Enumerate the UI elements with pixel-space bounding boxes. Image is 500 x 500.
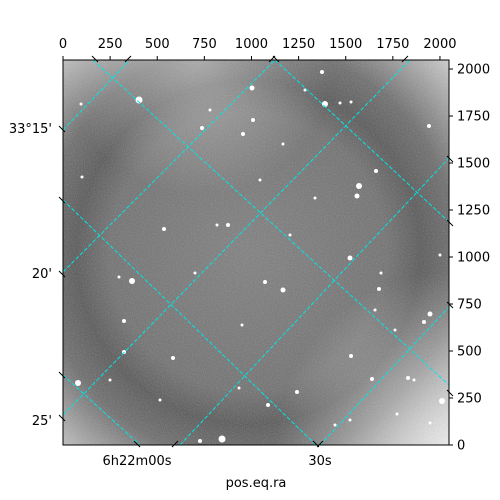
top-tick-label-8: 2000	[423, 37, 456, 52]
star-26	[193, 271, 197, 275]
star-6	[281, 142, 285, 146]
star-55	[393, 328, 397, 332]
right-tick-label-5: 1250	[457, 204, 490, 219]
star-21	[226, 223, 230, 227]
top-tick-label-3: 750	[192, 37, 217, 52]
grid-line-2	[63, 60, 411, 416]
star-47	[313, 196, 317, 200]
top-tick-label-2: 500	[145, 37, 170, 52]
right-tick-label-2: 500	[457, 345, 482, 360]
star-10	[320, 70, 324, 74]
star-18	[377, 287, 381, 291]
star-33	[295, 390, 299, 394]
star-24	[129, 278, 135, 284]
top-tick-label-0: 0	[59, 37, 67, 52]
dec-tick-label-3: 25'	[32, 414, 52, 429]
star-15	[422, 320, 426, 324]
grid-line-7	[63, 199, 317, 445]
coordinate-grid	[63, 60, 449, 445]
star-9	[374, 169, 378, 173]
star-44	[237, 386, 241, 390]
ra-tick-label-2: 30s	[308, 454, 332, 469]
right-tick-label-6: 1500	[457, 157, 490, 172]
right-tick-label-8: 2000	[457, 63, 490, 78]
star-48	[258, 178, 262, 182]
star-20	[263, 280, 267, 284]
grid-line-5	[92, 60, 449, 386]
star-8	[354, 193, 360, 199]
star-51	[348, 418, 352, 422]
star-22	[215, 223, 219, 227]
star-53	[158, 398, 162, 402]
star-32	[349, 354, 353, 358]
grid-line-8	[63, 374, 141, 445]
dec-tick-label-1: 33°15'	[9, 122, 52, 137]
star-57	[373, 308, 377, 312]
top-tick-label-4: 1000	[235, 37, 268, 52]
star-12	[349, 100, 353, 104]
star-50	[208, 108, 212, 112]
star-14	[427, 311, 433, 317]
grid-line-4	[319, 306, 449, 445]
star-11	[338, 101, 342, 105]
right-tick-label-1: 250	[457, 392, 482, 407]
star-38	[439, 398, 445, 404]
star-19	[280, 287, 286, 293]
top-tick-label-1: 250	[98, 37, 123, 52]
star-42	[79, 102, 83, 106]
right-tick-label-4: 1000	[457, 251, 490, 266]
x-axis-label: pos.eq.ra	[226, 476, 287, 491]
star-40	[218, 435, 226, 443]
star-43	[80, 175, 84, 179]
world-tick-marks	[58, 55, 454, 448]
top-tick-label-6: 1500	[329, 37, 362, 52]
star-1	[249, 85, 255, 91]
star-45	[333, 423, 337, 427]
top-pixel-axis: 0 250 500 750 1000 1250 1500 1750 2000	[59, 37, 457, 60]
dec-tick-label-2: 20'	[32, 267, 52, 282]
grid-line-3	[179, 157, 449, 445]
plot-frame	[62, 59, 450, 446]
right-tick-label-0: 0	[457, 439, 465, 454]
star-52	[108, 378, 112, 382]
star-17	[379, 271, 383, 275]
top-tick-label-7: 1750	[376, 37, 409, 52]
star-36	[406, 376, 410, 380]
star-29	[171, 356, 175, 360]
star-54	[288, 233, 292, 237]
star-7	[356, 183, 362, 189]
star-34	[266, 403, 270, 407]
star-46	[428, 421, 432, 425]
star-4	[241, 132, 245, 136]
star-25	[117, 275, 121, 279]
star-0	[135, 96, 143, 104]
star-28	[240, 323, 244, 327]
star-56	[438, 253, 442, 257]
star-3	[200, 126, 204, 130]
image-field	[63, 60, 449, 445]
star-35	[370, 377, 374, 381]
star-37	[412, 378, 416, 382]
grid-line-6	[274, 60, 449, 223]
right-tick-label-3: 750	[457, 298, 482, 313]
right-pixel-axis: 0 250 500 750 1000 1250 1500 1750 2000	[449, 63, 490, 454]
grid-line-1	[63, 60, 276, 273]
star-27	[122, 319, 126, 323]
star-23	[162, 227, 166, 231]
star-13	[427, 124, 431, 128]
ra-tick-label-1: 6h22m00s	[102, 454, 171, 469]
star-16	[347, 255, 353, 261]
right-tick-label-7: 1750	[457, 110, 490, 125]
star-31	[75, 380, 81, 386]
top-tick-label-5: 1250	[282, 37, 315, 52]
star-41	[198, 439, 202, 443]
star-5	[251, 118, 255, 122]
star-39	[395, 412, 399, 416]
grid-line-0	[63, 60, 131, 131]
